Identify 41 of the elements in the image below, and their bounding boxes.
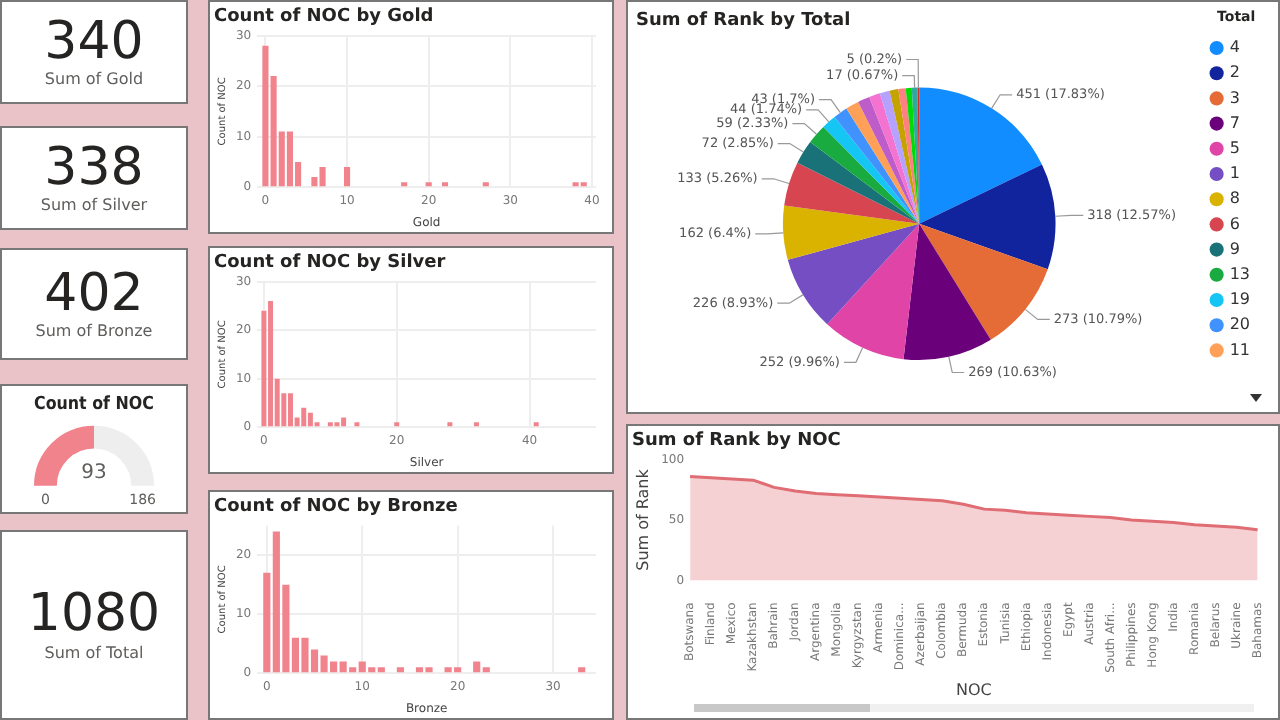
chart-title: Count of NOC by Silver: [214, 253, 447, 274]
legend-label: 8: [1229, 189, 1240, 208]
text: 93: [81, 461, 107, 484]
bar: [319, 166, 326, 187]
legend-label: 4: [1229, 38, 1240, 57]
bar: [343, 166, 351, 187]
text: Sum of Bronze: [35, 322, 153, 341]
legend-label: 11: [1229, 340, 1251, 359]
chart-title: Count of NOC: [34, 392, 154, 414]
bar: [578, 667, 586, 673]
legend-label: 5: [1229, 138, 1240, 157]
bar: [307, 412, 313, 427]
bar: [287, 393, 293, 427]
bar: [268, 301, 274, 427]
y-axis-title: Sum of Rank: [633, 468, 652, 571]
legend-label: 2: [1229, 63, 1240, 82]
legend-label: 1: [1229, 164, 1240, 183]
bar: [301, 407, 307, 427]
chart-title: Sum of Rank by Total: [636, 11, 851, 32]
legend-label: 9: [1229, 239, 1240, 258]
chart-title: Sum of Rank by NOC: [632, 431, 842, 452]
bar: [396, 667, 404, 673]
text: 340: [44, 11, 144, 72]
text: 338: [44, 137, 144, 198]
text: Sum of Silver: [40, 196, 148, 215]
legend-label: 6: [1229, 214, 1240, 233]
legend-label: 19: [1229, 290, 1251, 309]
text: 1080: [27, 584, 161, 645]
chart-title: Count of NOC by Bronze: [214, 497, 458, 518]
x-axis-title: NOC: [955, 680, 993, 699]
bar: [286, 131, 293, 187]
text: Sum of Gold: [44, 70, 144, 89]
chart-title: Count of NOC by Gold: [214, 7, 434, 28]
legend-label: 3: [1229, 88, 1240, 107]
legend-label: 20: [1229, 315, 1251, 334]
text: Sum of Total: [44, 643, 144, 662]
bar: [262, 45, 269, 187]
legend-label: 13: [1229, 264, 1251, 283]
text: 402: [44, 263, 144, 324]
legend-label: 7: [1229, 113, 1240, 132]
bar: [341, 417, 347, 427]
